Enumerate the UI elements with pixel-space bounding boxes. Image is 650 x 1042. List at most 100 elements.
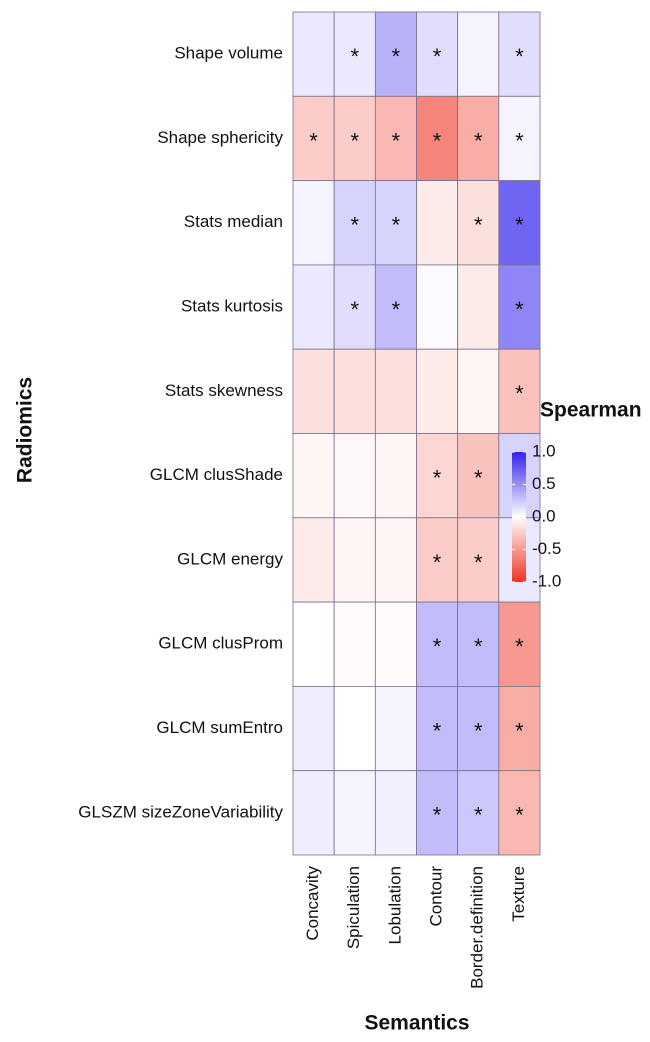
colorbar [512, 452, 526, 582]
significance-star: * [392, 128, 401, 153]
significance-star: * [433, 44, 442, 69]
x-axis-title: Semantics [364, 1012, 469, 1035]
column-label: Spiculation [344, 866, 363, 949]
column-label: Concavity [303, 866, 322, 941]
cell [374, 517, 417, 603]
cell [457, 601, 500, 687]
significance-star: * [392, 297, 401, 322]
cell [498, 95, 541, 182]
cell [292, 517, 335, 603]
row-label: GLCM clusProm [158, 634, 283, 653]
significance-star: * [474, 634, 483, 659]
cell [333, 517, 376, 603]
cell [374, 686, 417, 772]
significance-star: * [350, 213, 359, 238]
significance-star: * [350, 128, 359, 153]
cell [498, 686, 541, 772]
cell [416, 601, 459, 687]
row-label: GLCM clusShade [150, 465, 283, 484]
cell [292, 264, 335, 350]
cell [333, 686, 376, 772]
cell [498, 264, 541, 350]
cell [457, 348, 500, 434]
cell [292, 180, 335, 266]
cell [292, 686, 335, 772]
colorbar-tick-label: 1.0 [532, 441, 556, 460]
row-label: Stats skewness [165, 381, 283, 400]
cell [498, 11, 541, 97]
cell [457, 11, 500, 97]
cell [457, 517, 500, 603]
column-label: Contour [427, 866, 446, 927]
cell [374, 770, 417, 856]
cell [498, 180, 541, 266]
legend-title: Spearman [540, 399, 642, 422]
cell [416, 433, 459, 519]
significance-star: * [433, 718, 442, 743]
row-label: GLSZM sizeZoneVariability [78, 802, 283, 821]
cell [416, 11, 459, 97]
significance-star: * [474, 550, 483, 575]
cell [292, 433, 335, 519]
significance-star: * [433, 128, 442, 153]
significance-star: * [474, 213, 483, 238]
significance-star: * [515, 297, 524, 322]
cell [457, 686, 500, 772]
significance-star: * [309, 128, 318, 153]
row-label: Shape volume [174, 44, 283, 63]
row-label: Stats kurtosis [181, 297, 283, 316]
cell [333, 433, 376, 519]
colorbar-tick-label: 0.5 [532, 474, 556, 493]
cell [333, 601, 376, 687]
cell [416, 686, 459, 772]
colorbar-tick-label: -0.5 [532, 539, 561, 558]
colorbar-tick-label: -1.0 [532, 571, 561, 590]
row-label: GLCM energy [177, 549, 283, 568]
significance-star: * [392, 44, 401, 69]
cell [498, 348, 541, 434]
significance-star: * [433, 465, 442, 490]
column-label: Texture [509, 866, 528, 922]
cell [416, 264, 459, 350]
row-label: Stats median [184, 212, 283, 231]
significance-star: * [515, 381, 524, 406]
cell [416, 348, 459, 434]
cell [416, 95, 459, 182]
significance-star: * [515, 128, 524, 153]
significance-star: * [515, 213, 524, 238]
cell [374, 433, 417, 519]
significance-star: * [392, 213, 401, 238]
cell [374, 180, 417, 266]
significance-star: * [474, 803, 483, 828]
cell [292, 11, 335, 97]
cell [374, 11, 417, 97]
significance-star: * [433, 550, 442, 575]
cell [457, 264, 500, 350]
cell [498, 601, 541, 687]
column-label: Lobulation [385, 866, 404, 944]
cell [374, 264, 417, 350]
row-label: Shape sphericity [157, 128, 283, 147]
cell [374, 348, 417, 434]
cell [292, 601, 335, 687]
row-label: GLCM sumEntro [156, 718, 283, 737]
cell [333, 770, 376, 856]
cell [333, 11, 376, 97]
significance-star: * [350, 44, 359, 69]
cell [457, 433, 500, 519]
cell [333, 348, 376, 434]
significance-star: * [474, 718, 483, 743]
cell [416, 770, 459, 856]
significance-star: * [433, 634, 442, 659]
significance-star: * [474, 465, 483, 490]
significance-star: * [515, 634, 524, 659]
significance-star: * [474, 128, 483, 153]
cell [416, 180, 459, 266]
significance-star: * [515, 718, 524, 743]
cell [292, 348, 335, 434]
significance-star: * [433, 803, 442, 828]
y-axis-title: Radiomics [14, 377, 37, 483]
cell [498, 770, 541, 856]
cell [374, 601, 417, 687]
